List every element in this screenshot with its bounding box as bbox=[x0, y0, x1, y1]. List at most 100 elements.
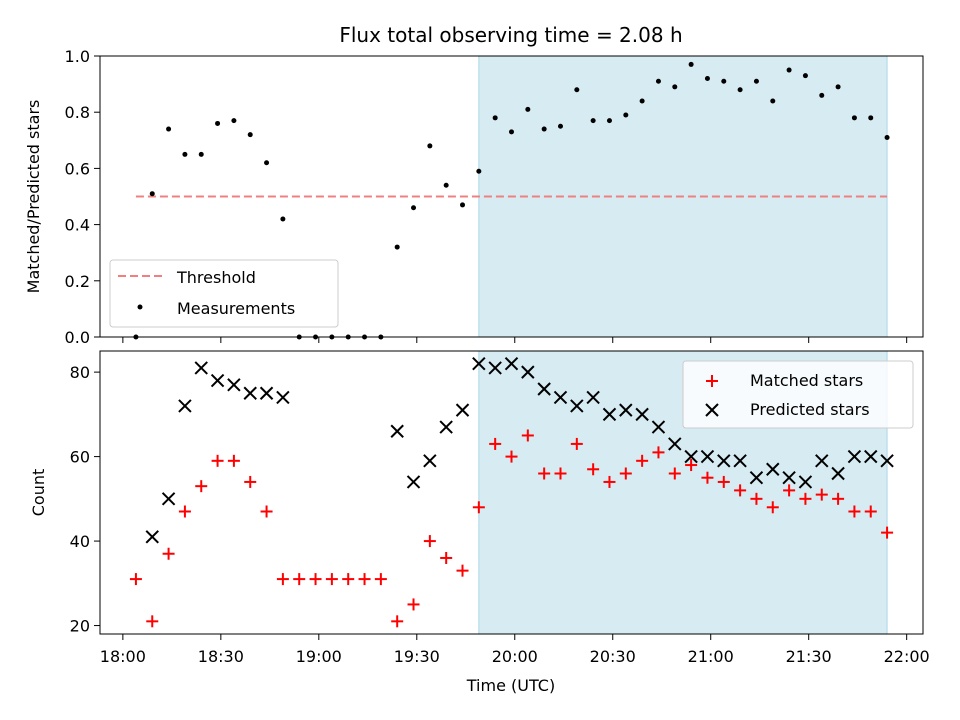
predicted-star-point bbox=[390, 424, 404, 438]
y-tick-label: 0.0 bbox=[65, 328, 90, 347]
matched-star-point bbox=[162, 547, 175, 560]
count-legend-box bbox=[682, 360, 914, 429]
predicted-star-point bbox=[439, 420, 453, 434]
predicted-legend-swatch bbox=[705, 403, 719, 417]
y-tick-label: 0.4 bbox=[65, 216, 90, 235]
measurement-point bbox=[770, 98, 776, 104]
predicted-star-point bbox=[864, 449, 878, 464]
measurement-point bbox=[198, 151, 204, 157]
measurements-legend-label: Measurements bbox=[177, 299, 295, 318]
matched-star-point bbox=[276, 573, 289, 586]
matched-star-point bbox=[227, 454, 240, 467]
matched-star-point bbox=[603, 475, 616, 488]
matched-star-point bbox=[342, 573, 355, 586]
measurement-point bbox=[509, 129, 514, 135]
predicted-star-point bbox=[700, 449, 715, 464]
predicted-star-point bbox=[570, 399, 584, 413]
predicted-star-point bbox=[243, 386, 257, 400]
predicted-star-point bbox=[145, 530, 159, 544]
measurement-point bbox=[884, 134, 890, 140]
measurement-point bbox=[639, 98, 645, 104]
matched-star-point bbox=[260, 505, 273, 518]
measurement-point bbox=[411, 205, 417, 211]
measurement-point bbox=[247, 132, 253, 138]
predicted-star-point bbox=[553, 390, 568, 405]
predicted-star-point bbox=[227, 378, 241, 392]
measurement-point bbox=[655, 78, 661, 84]
measurement-point bbox=[786, 67, 792, 73]
matched-star-point bbox=[750, 492, 763, 505]
matched-star-point bbox=[146, 615, 159, 628]
matched-star-point bbox=[423, 535, 436, 548]
ratio-legend: Threshold Measurements bbox=[109, 259, 339, 328]
matched-star-point bbox=[244, 475, 257, 488]
predicted-star-point bbox=[733, 454, 747, 468]
matched-star-point bbox=[456, 564, 469, 577]
matched-star-point bbox=[538, 467, 551, 480]
matched-star-point bbox=[472, 501, 485, 514]
predicted-star-point bbox=[635, 407, 649, 422]
y-tick-label: 0.8 bbox=[65, 103, 90, 122]
ratio-panel: 0.0 0.2 0.4 0.6 0.8 1.0 Matched/Predicted sta… bbox=[24, 47, 924, 347]
measurement-point bbox=[443, 182, 449, 188]
measurement-point bbox=[835, 84, 841, 90]
y-tick-label: 1.0 bbox=[65, 47, 90, 66]
count-panel: 20 40 60 80 18:00 18:30 19:00 19:30 20:00 20:30 2… bbox=[29, 350, 930, 695]
measurement-point bbox=[280, 216, 286, 222]
matched-star-point bbox=[505, 450, 518, 463]
matched-star-point bbox=[815, 488, 828, 501]
threshold-legend-label: Threshold bbox=[176, 268, 256, 287]
measurement-point bbox=[166, 126, 172, 132]
matched-star-point bbox=[881, 526, 894, 539]
predicted-star-point bbox=[259, 386, 274, 400]
chart-title: Flux total observing time = 2.08 h bbox=[339, 23, 682, 47]
measurement-point bbox=[182, 151, 188, 157]
measurement-point bbox=[868, 115, 874, 121]
predicted-star-point bbox=[210, 373, 225, 388]
predicted-star-point bbox=[504, 356, 519, 371]
matched-star-point bbox=[848, 505, 861, 518]
matched-star-point bbox=[587, 463, 600, 476]
predicted-star-point bbox=[668, 437, 682, 451]
x-tick-label: 21:00 bbox=[688, 647, 734, 666]
predicted-star-point bbox=[602, 407, 617, 422]
y-tick-label: 20 bbox=[70, 617, 90, 636]
predicted-star-point bbox=[782, 471, 796, 485]
matched-star-point bbox=[717, 475, 730, 488]
predicted-star-point bbox=[537, 382, 551, 396]
matched-star-point bbox=[734, 484, 747, 497]
predicted-star-point bbox=[178, 399, 192, 413]
matched-star-point bbox=[309, 573, 322, 586]
predicted-star-point bbox=[651, 420, 666, 434]
measurement-point bbox=[476, 168, 482, 174]
count-legend: Matched stars Predicted stars bbox=[682, 360, 914, 429]
matched-star-point bbox=[358, 573, 371, 586]
matched-legend-label: Matched stars bbox=[750, 371, 863, 390]
matched-star-point bbox=[570, 437, 583, 450]
matched-star-point bbox=[374, 573, 387, 586]
ratio-panel-frame bbox=[99, 55, 924, 338]
y-tick-label: 0.6 bbox=[65, 159, 90, 178]
measurement-point bbox=[672, 84, 678, 90]
measurement-point bbox=[704, 75, 710, 81]
y-tick-label: 0.2 bbox=[65, 272, 90, 291]
matched-star-point bbox=[652, 446, 665, 459]
y-tick-label: 40 bbox=[70, 532, 90, 551]
predicted-star-point bbox=[586, 390, 600, 405]
matched-star-point bbox=[195, 480, 208, 493]
matched-star-point bbox=[636, 454, 649, 467]
predicted-star-point bbox=[161, 492, 176, 506]
measurement-point bbox=[394, 244, 400, 250]
x-tick-label: 21:30 bbox=[786, 647, 832, 666]
x-tick-label: 18:00 bbox=[100, 647, 146, 666]
predicted-star-point bbox=[194, 361, 208, 375]
y-tick-label: 80 bbox=[70, 363, 90, 382]
matched-star-point bbox=[293, 573, 306, 586]
matched-star-point bbox=[325, 573, 338, 586]
matched-star-point bbox=[619, 467, 632, 480]
x-tick-label: 22:00 bbox=[884, 647, 930, 666]
matched-star-point bbox=[178, 505, 191, 518]
predicted-star-point bbox=[766, 462, 780, 476]
x-tick-label: 19:00 bbox=[296, 647, 342, 666]
predicted-legend-label: Predicted stars bbox=[750, 400, 870, 419]
